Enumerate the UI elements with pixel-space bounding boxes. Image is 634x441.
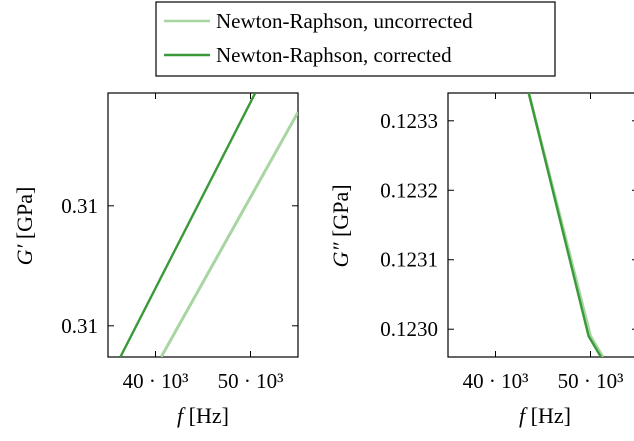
series-line-uncorrected: [527, 93, 605, 357]
y-tick-label: 0.1232: [380, 178, 438, 202]
plot-frame: [447, 92, 634, 358]
y-tick-label: 0.31: [61, 194, 98, 218]
x-tick-label: 40 · 10³: [463, 369, 529, 393]
series-line-uncorrected: [159, 111, 298, 357]
plot-g-prime: 40 · 10³ 50 · 10³ 0.31 0.31 f [Hz] G′ [GPa]: [12, 92, 299, 428]
series-group: [527, 93, 605, 357]
x-tick-label: 50 · 10³: [558, 369, 624, 393]
plot-g-double-prime: 40 · 10³ 50 · 10³ 0.1230 0.1231 0.1232 0.1233…: [328, 92, 634, 428]
plot-frame: [107, 92, 299, 358]
y-tick-label: 0.1231: [380, 248, 438, 272]
y-tick-label: 0.31: [61, 314, 98, 338]
y-axis-label: G″ [GPa]: [328, 184, 353, 267]
x-axis-label: f [Hz]: [519, 403, 571, 428]
y-tick-label: 0.1230: [380, 317, 438, 341]
series-line-corrected: [119, 93, 257, 357]
x-tick-label: 50 · 10³: [218, 369, 284, 393]
series-line-corrected: [527, 93, 602, 357]
x-axis-label: f [Hz]: [177, 403, 229, 428]
legend-label-corrected: Newton-Raphson, corrected: [216, 43, 452, 67]
y-axis-label: G′ [GPa]: [12, 187, 37, 266]
series-group: [119, 93, 298, 357]
legend: Newton-Raphson, uncorrected Newton-Raphs…: [155, 1, 556, 77]
legend-box: [155, 1, 556, 77]
legend-label-uncorrected: Newton-Raphson, uncorrected: [216, 9, 473, 33]
axis-ticks: 40 · 10³ 50 · 10³ 0.31 0.31: [61, 93, 298, 393]
axis-ticks: 40 · 10³ 50 · 10³ 0.1230 0.1231 0.1232 0.1233: [380, 93, 634, 393]
x-tick-label: 40 · 10³: [123, 369, 189, 393]
y-tick-label: 0.1233: [380, 109, 438, 133]
